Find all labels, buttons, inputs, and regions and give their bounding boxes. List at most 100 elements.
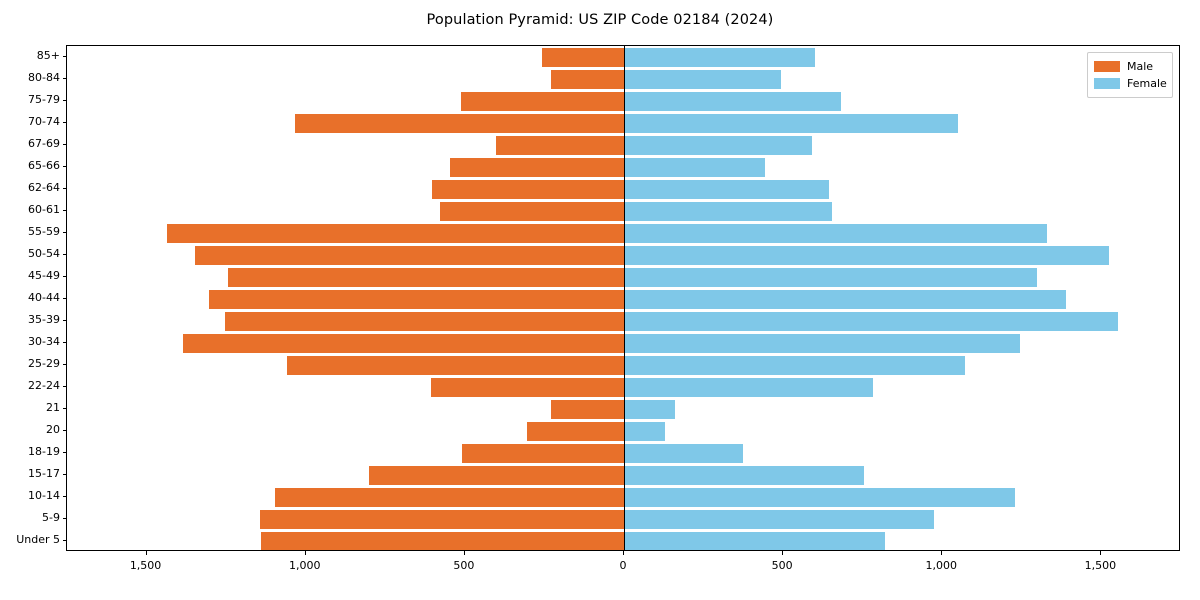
x-tick-mark <box>782 551 784 555</box>
y-tick-mark <box>62 56 66 57</box>
y-tick-label-45-49: 45-49 <box>28 269 60 282</box>
y-tick-label-22-24: 22-24 <box>28 379 60 392</box>
y-tick-mark <box>62 210 66 211</box>
bar-female-15-17 <box>624 465 864 485</box>
bar-male-70-74 <box>294 113 624 133</box>
bar-male-67-69 <box>496 135 624 155</box>
y-tick-label-10-14: 10-14 <box>28 489 60 502</box>
y-tick-mark <box>62 386 66 387</box>
bar-female-65-66 <box>624 157 765 177</box>
bar-male-62-64 <box>431 179 624 199</box>
bar-female-Under 5 <box>624 531 885 550</box>
zero-axis-line <box>624 46 625 550</box>
chart-legend[interactable]: Male Female <box>1087 52 1173 98</box>
y-tick-mark <box>62 496 66 497</box>
y-tick-label-70-74: 70-74 <box>28 115 60 128</box>
bar-male-15-17 <box>369 465 624 485</box>
bar-male-85+ <box>541 47 624 67</box>
y-tick-label-40-44: 40-44 <box>28 291 60 304</box>
bar-male-21 <box>551 399 624 419</box>
x-tick-label-3: 0 <box>619 559 627 572</box>
bar-female-40-44 <box>624 289 1066 309</box>
y-tick-mark <box>62 254 66 255</box>
bar-male-60-61 <box>440 201 624 221</box>
y-tick-mark <box>62 540 66 541</box>
legend-label-male: Male <box>1127 60 1154 73</box>
bar-female-35-39 <box>624 311 1119 331</box>
y-tick-label-55-59: 55-59 <box>28 225 60 238</box>
y-tick-mark <box>62 430 66 431</box>
x-tick-label-6: 1,500 <box>1084 559 1117 572</box>
y-tick-label-50-54: 50-54 <box>28 247 60 260</box>
bar-female-18-19 <box>624 443 744 463</box>
y-tick-mark <box>62 320 66 321</box>
legend-item-female[interactable]: Female <box>1094 75 1167 92</box>
y-tick-label-15-17: 15-17 <box>28 467 60 480</box>
x-tick-mark <box>304 551 306 555</box>
bar-male-20 <box>526 421 624 441</box>
bar-female-45-49 <box>624 267 1037 287</box>
y-tick-mark <box>62 452 66 453</box>
bar-male-35-39 <box>224 311 624 331</box>
y-tick-mark <box>62 188 66 189</box>
bar-male-80-84 <box>551 69 624 89</box>
legend-swatch-male-icon <box>1094 61 1120 72</box>
plot-area <box>66 45 1180 551</box>
bar-male-45-49 <box>228 267 624 287</box>
bar-female-67-69 <box>624 135 812 155</box>
bar-male-5-9 <box>259 509 624 529</box>
y-tick-mark <box>62 144 66 145</box>
bar-female-5-9 <box>624 509 935 529</box>
bar-male-50-54 <box>194 245 624 265</box>
bar-female-70-74 <box>624 113 959 133</box>
bar-male-30-34 <box>182 333 624 353</box>
x-tick-mark <box>941 551 943 555</box>
y-tick-mark <box>62 408 66 409</box>
x-tick-label-2: 500 <box>453 559 475 572</box>
y-tick-mark <box>62 232 66 233</box>
bar-female-30-34 <box>624 333 1021 353</box>
bar-male-22-24 <box>431 377 624 397</box>
x-tick-mark <box>623 551 624 555</box>
y-tick-label-25-29: 25-29 <box>28 357 60 370</box>
x-tick-mark <box>1100 551 1102 555</box>
y-tick-mark <box>62 342 66 343</box>
bar-female-50-54 <box>624 245 1110 265</box>
bar-male-65-66 <box>449 157 624 177</box>
y-tick-label-Under 5: Under 5 <box>16 533 60 546</box>
y-tick-label-60-61: 60-61 <box>28 203 60 216</box>
y-tick-label-5-9: 5-9 <box>42 511 60 524</box>
bar-female-55-59 <box>624 223 1048 243</box>
x-tick-label-1: 1,000 <box>288 559 321 572</box>
x-tick-mark <box>145 551 147 555</box>
legend-label-female: Female <box>1127 77 1167 90</box>
bar-female-75-79 <box>624 91 842 111</box>
bar-male-18-19 <box>461 443 624 463</box>
y-tick-label-80-84: 80-84 <box>28 71 60 84</box>
y-tick-label-67-69: 67-69 <box>28 137 60 150</box>
bar-female-20 <box>624 421 665 441</box>
y-tick-mark <box>62 518 66 519</box>
bar-female-10-14 <box>624 487 1016 507</box>
bars-layer <box>67 46 1179 550</box>
y-tick-mark <box>62 166 66 167</box>
y-tick-label-85+: 85+ <box>36 49 60 62</box>
y-tick-label-75-79: 75-79 <box>28 93 60 106</box>
legend-swatch-female-icon <box>1094 78 1120 89</box>
y-tick-label-62-64: 62-64 <box>28 181 60 194</box>
y-tick-label-35-39: 35-39 <box>28 313 60 326</box>
y-tick-label-21: 21 <box>46 401 60 414</box>
y-tick-mark <box>62 122 66 123</box>
legend-item-male[interactable]: Male <box>1094 58 1166 75</box>
y-tick-label-18-19: 18-19 <box>28 445 60 458</box>
y-tick-mark <box>62 298 66 299</box>
y-tick-label-20: 20 <box>46 423 60 436</box>
y-tick-label-30-34: 30-34 <box>28 335 60 348</box>
y-tick-mark <box>62 364 66 365</box>
x-tick-label-4: 500 <box>771 559 793 572</box>
bar-female-22-24 <box>624 377 873 397</box>
y-tick-mark <box>62 474 66 475</box>
page-title: Population Pyramid: US ZIP Code 02184 (2… <box>426 12 774 28</box>
y-tick-mark <box>62 78 66 79</box>
